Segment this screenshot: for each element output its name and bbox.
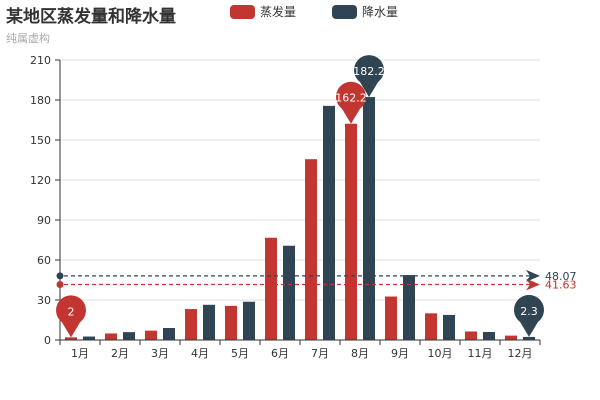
bar-evaporation (145, 330, 157, 340)
y-tick-label: 180 (30, 94, 51, 107)
grid (60, 59, 540, 301)
bar-precipitation (123, 332, 135, 340)
bar-evaporation (465, 331, 477, 340)
y-tick-label: 120 (30, 174, 51, 187)
markpoint-pin (336, 81, 367, 124)
bar-precipitation (523, 336, 535, 340)
markpoint-pin (354, 55, 385, 98)
x-tick-label: 5月 (231, 347, 249, 360)
bar-evaporation (105, 333, 117, 340)
chart-subtitle: 纯属虚构 (6, 31, 50, 45)
bar-evaporation (505, 335, 517, 340)
bars (65, 97, 535, 340)
axes: 0 30 60 90 120 150 180 210 1月 2月 3月 4月 5月 6月 7月 8月 9月 10月… (30, 54, 541, 360)
bar-evaporation (265, 237, 277, 340)
chart-title: 某地区蒸发量和降水量 (6, 6, 176, 27)
legend-label[interactable]: 蒸发量 (260, 4, 296, 19)
y-tick-label: 60 (37, 254, 51, 267)
y-tick-label: 150 (30, 134, 51, 147)
bar-precipitation (203, 304, 215, 340)
bar-evaporation (425, 313, 437, 340)
bar-evaporation (305, 159, 317, 340)
markpoint-label: 162.2 (335, 92, 367, 105)
x-tick-label: 11月 (468, 347, 493, 360)
x-tick-label: 3月 (151, 347, 169, 360)
markpoint-label: 2.3 (520, 305, 538, 318)
bar-precipitation (483, 332, 495, 340)
markpoint-label: 2 (68, 305, 75, 318)
bar-precipitation (363, 97, 375, 340)
y-tick-label: 90 (37, 214, 51, 227)
y-tick-label: 30 (37, 294, 51, 307)
y-tick-label: 0 (44, 334, 51, 347)
x-tick-label: 1月 (71, 347, 89, 360)
legend: 蒸发量 降水量 (230, 4, 398, 19)
markpoint-pin (514, 294, 545, 337)
bar-precipitation (283, 245, 295, 340)
legend-swatch[interactable] (332, 5, 357, 19)
bar-evaporation (225, 305, 237, 340)
x-tick-label: 8月 (351, 347, 369, 360)
bar-evaporation (345, 123, 357, 340)
markpoint-pin (56, 295, 87, 338)
bar-precipitation (163, 328, 175, 340)
bar-precipitation (243, 301, 255, 340)
markpoint-label: 182.2 (353, 65, 385, 78)
x-tick-label: 6月 (271, 347, 289, 360)
x-tick-label: 4月 (191, 347, 209, 360)
bar-precipitation (403, 275, 415, 340)
x-tick-label: 10月 (428, 347, 453, 360)
mark-points: 162.2 2 182.2 2.3 (56, 55, 545, 338)
x-tick-label: 9月 (391, 347, 409, 360)
bar-precipitation (323, 105, 335, 340)
average-line-label: 41.63 (545, 278, 577, 291)
markline-arrow (526, 278, 540, 291)
y-tick-label: 210 (30, 54, 51, 67)
bar-evaporation (65, 337, 77, 340)
bar-precipitation (443, 314, 455, 340)
x-tick-label: 7月 (311, 347, 329, 360)
markline-start-dot (56, 280, 64, 288)
legend-label[interactable]: 降水量 (362, 5, 398, 19)
bar-evaporation (385, 296, 397, 340)
legend-swatch[interactable] (230, 5, 255, 19)
bar-evaporation (185, 309, 197, 340)
bar-precipitation (83, 336, 95, 340)
average-line-label: 48.07 (545, 270, 577, 283)
markline-start-dot (56, 272, 64, 280)
x-tick-label: 2月 (111, 347, 129, 360)
x-tick-label: 12月 (508, 347, 533, 360)
markline-arrow (526, 269, 540, 282)
